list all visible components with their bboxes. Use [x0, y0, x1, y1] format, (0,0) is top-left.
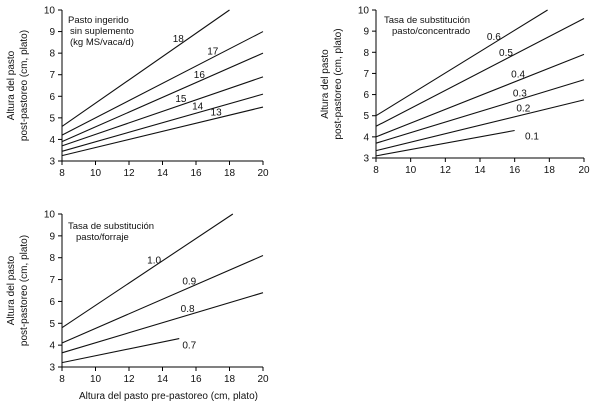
forage-x-tick-label: 8	[59, 374, 65, 385]
concentrate-series-line-0.6	[375, 9, 548, 117]
concentrate-x-tick-label: 14	[474, 165, 486, 176]
intake-y-tick-label: 10	[44, 6, 56, 17]
intake-series-label-17: 17	[207, 46, 219, 57]
intake-series-line-16	[61, 52, 264, 143]
concentrate-y-tick-label: 8	[363, 48, 369, 59]
concentrate-series-line-0.4	[375, 53, 585, 138]
intake-y-axis-label: Altura del pasto	[6, 50, 17, 120]
forage-y-tick-label: 9	[49, 231, 55, 242]
intake-y-tick-label: 7	[49, 70, 55, 81]
intake-series-line-18	[61, 9, 230, 127]
concentrate-legend-title: pasto/concentrado	[392, 26, 470, 37]
concentrate-y-tick-label: 9	[363, 27, 369, 38]
concentrate-series-label-0.1: 0.1	[525, 131, 539, 142]
intake-y-tick-label: 5	[49, 113, 55, 124]
forage-series-line-0.8	[61, 292, 264, 354]
intake-y-tick-label: 3	[49, 157, 55, 168]
concentrate-series-label-0.6: 0.6	[487, 32, 501, 43]
intake-series-line-15	[61, 76, 264, 147]
forage-x-axis-label: Altura del pasto pre-pastoreo (cm, plato…	[79, 391, 258, 402]
forage-x-tick-label: 12	[123, 374, 135, 385]
intake-x-tick-label: 8	[59, 168, 65, 179]
concentrate-y-tick-label: 5	[363, 111, 369, 122]
forage-y-axis-label: Altura del pasto	[6, 255, 17, 325]
intake-x-tick-label: 20	[257, 168, 269, 179]
intake-x-tick-label: 12	[123, 168, 135, 179]
forage-series-label-0.8: 0.8	[181, 304, 195, 315]
intake-y-tick-label: 8	[49, 49, 55, 60]
forage-y-tick-label: 6	[49, 297, 55, 308]
concentrate-series-label-0.4: 0.4	[511, 70, 525, 81]
concentrate-x-tick-label: 10	[405, 165, 417, 176]
intake-series-line-14	[61, 93, 264, 152]
intake-series-label-13: 13	[211, 107, 223, 118]
intake-x-tick-label: 16	[190, 168, 202, 179]
forage-y-tick-label: 3	[49, 363, 55, 374]
forage-series-label-0.7: 0.7	[182, 341, 196, 352]
concentrate-x-tick-label: 20	[578, 165, 590, 176]
chart-panel-intake: 8 10 12 14 16 18 20 3 4 5 6 7 8 9 10 Altura del pasto po…	[6, 6, 269, 180]
chart-panel-concentrate: 8 10 12 14 16 18 20 3 4 5 6 7 8 9 10 Altura del pasto po…	[320, 6, 590, 177]
concentrate-series-label-0.5: 0.5	[499, 48, 513, 59]
intake-series-line-17	[61, 31, 264, 136]
forage-y-axis-label: post-pastoreo (cm, plato)	[19, 235, 30, 346]
concentrate-y-tick-label: 4	[363, 132, 369, 143]
concentrate-series-line-0.1	[375, 129, 515, 157]
intake-x-tick-label: 18	[224, 168, 236, 179]
intake-legend-title: sin suplemento	[70, 26, 134, 37]
intake-series-label-15: 15	[175, 94, 187, 105]
intake-series-line-13	[61, 106, 264, 157]
concentrate-y-tick-label: 7	[363, 69, 369, 80]
intake-y-tick-label: 6	[49, 92, 55, 103]
concentrate-x-tick-label: 12	[440, 165, 452, 176]
forage-x-tick-label: 20	[257, 374, 269, 385]
forage-series-label-0.9: 0.9	[182, 277, 196, 288]
intake-y-tick-label: 4	[49, 135, 55, 146]
intake-y-axis-label: post-pastoreo (cm, plato)	[19, 30, 30, 141]
forage-series-line-0.7	[61, 338, 180, 364]
forage-y-tick-label: 7	[49, 275, 55, 286]
forage-x-tick-label: 14	[157, 374, 169, 385]
forage-y-tick-label: 5	[49, 319, 55, 330]
intake-series-label-18: 18	[173, 34, 185, 45]
concentrate-x-tick-label: 16	[509, 165, 521, 176]
forage-legend-title: Tasa de substitución	[68, 221, 154, 232]
intake-y-tick-label: 9	[49, 27, 55, 38]
chart-panel-forage: 8 10 12 14 16 18 20 3 4 5 6 7 8 9 10 Altura del pasto po…	[6, 210, 269, 403]
intake-series-label-14: 14	[192, 102, 204, 113]
forage-y-tick-label: 4	[49, 341, 55, 352]
intake-x-tick-label: 10	[90, 168, 102, 179]
forage-series-label-1.0: 1.0	[147, 255, 161, 266]
concentrate-y-axis-label: post-pastoreo (cm, plato)	[333, 28, 344, 139]
concentrate-x-tick-label: 8	[373, 165, 379, 176]
concentrate-series-line-0.3	[375, 79, 585, 144]
forage-x-tick-label: 16	[190, 374, 202, 385]
intake-series-label-16: 16	[194, 70, 206, 81]
concentrate-y-tick-label: 3	[363, 154, 369, 165]
forage-y-tick-label: 10	[44, 210, 56, 221]
forage-legend-title: pasto/forraje	[76, 232, 129, 243]
concentrate-series-line-0.5	[375, 17, 585, 127]
forage-y-tick-label: 8	[49, 253, 55, 264]
concentrate-y-tick-label: 6	[363, 90, 369, 101]
forage-x-tick-label: 10	[90, 374, 102, 385]
concentrate-series-label-0.2: 0.2	[516, 104, 530, 115]
forage-series-line-0.9	[61, 255, 264, 344]
concentrate-y-axis-label: Altura del pasto	[320, 49, 331, 119]
intake-legend-title: Pasto ingerido	[68, 15, 129, 26]
concentrate-series-line-0.2	[375, 99, 585, 152]
intake-legend-title: (kg MS/vaca/d)	[70, 37, 134, 48]
forage-x-tick-label: 18	[224, 374, 236, 385]
intake-x-tick-label: 14	[157, 168, 169, 179]
concentrate-x-tick-label: 18	[544, 165, 556, 176]
concentrate-series-label-0.3: 0.3	[513, 88, 527, 99]
concentrate-y-tick-label: 10	[358, 6, 370, 17]
concentrate-legend-title: Tasa de substitución	[384, 15, 470, 26]
forage-series-line-1.0	[61, 213, 234, 329]
